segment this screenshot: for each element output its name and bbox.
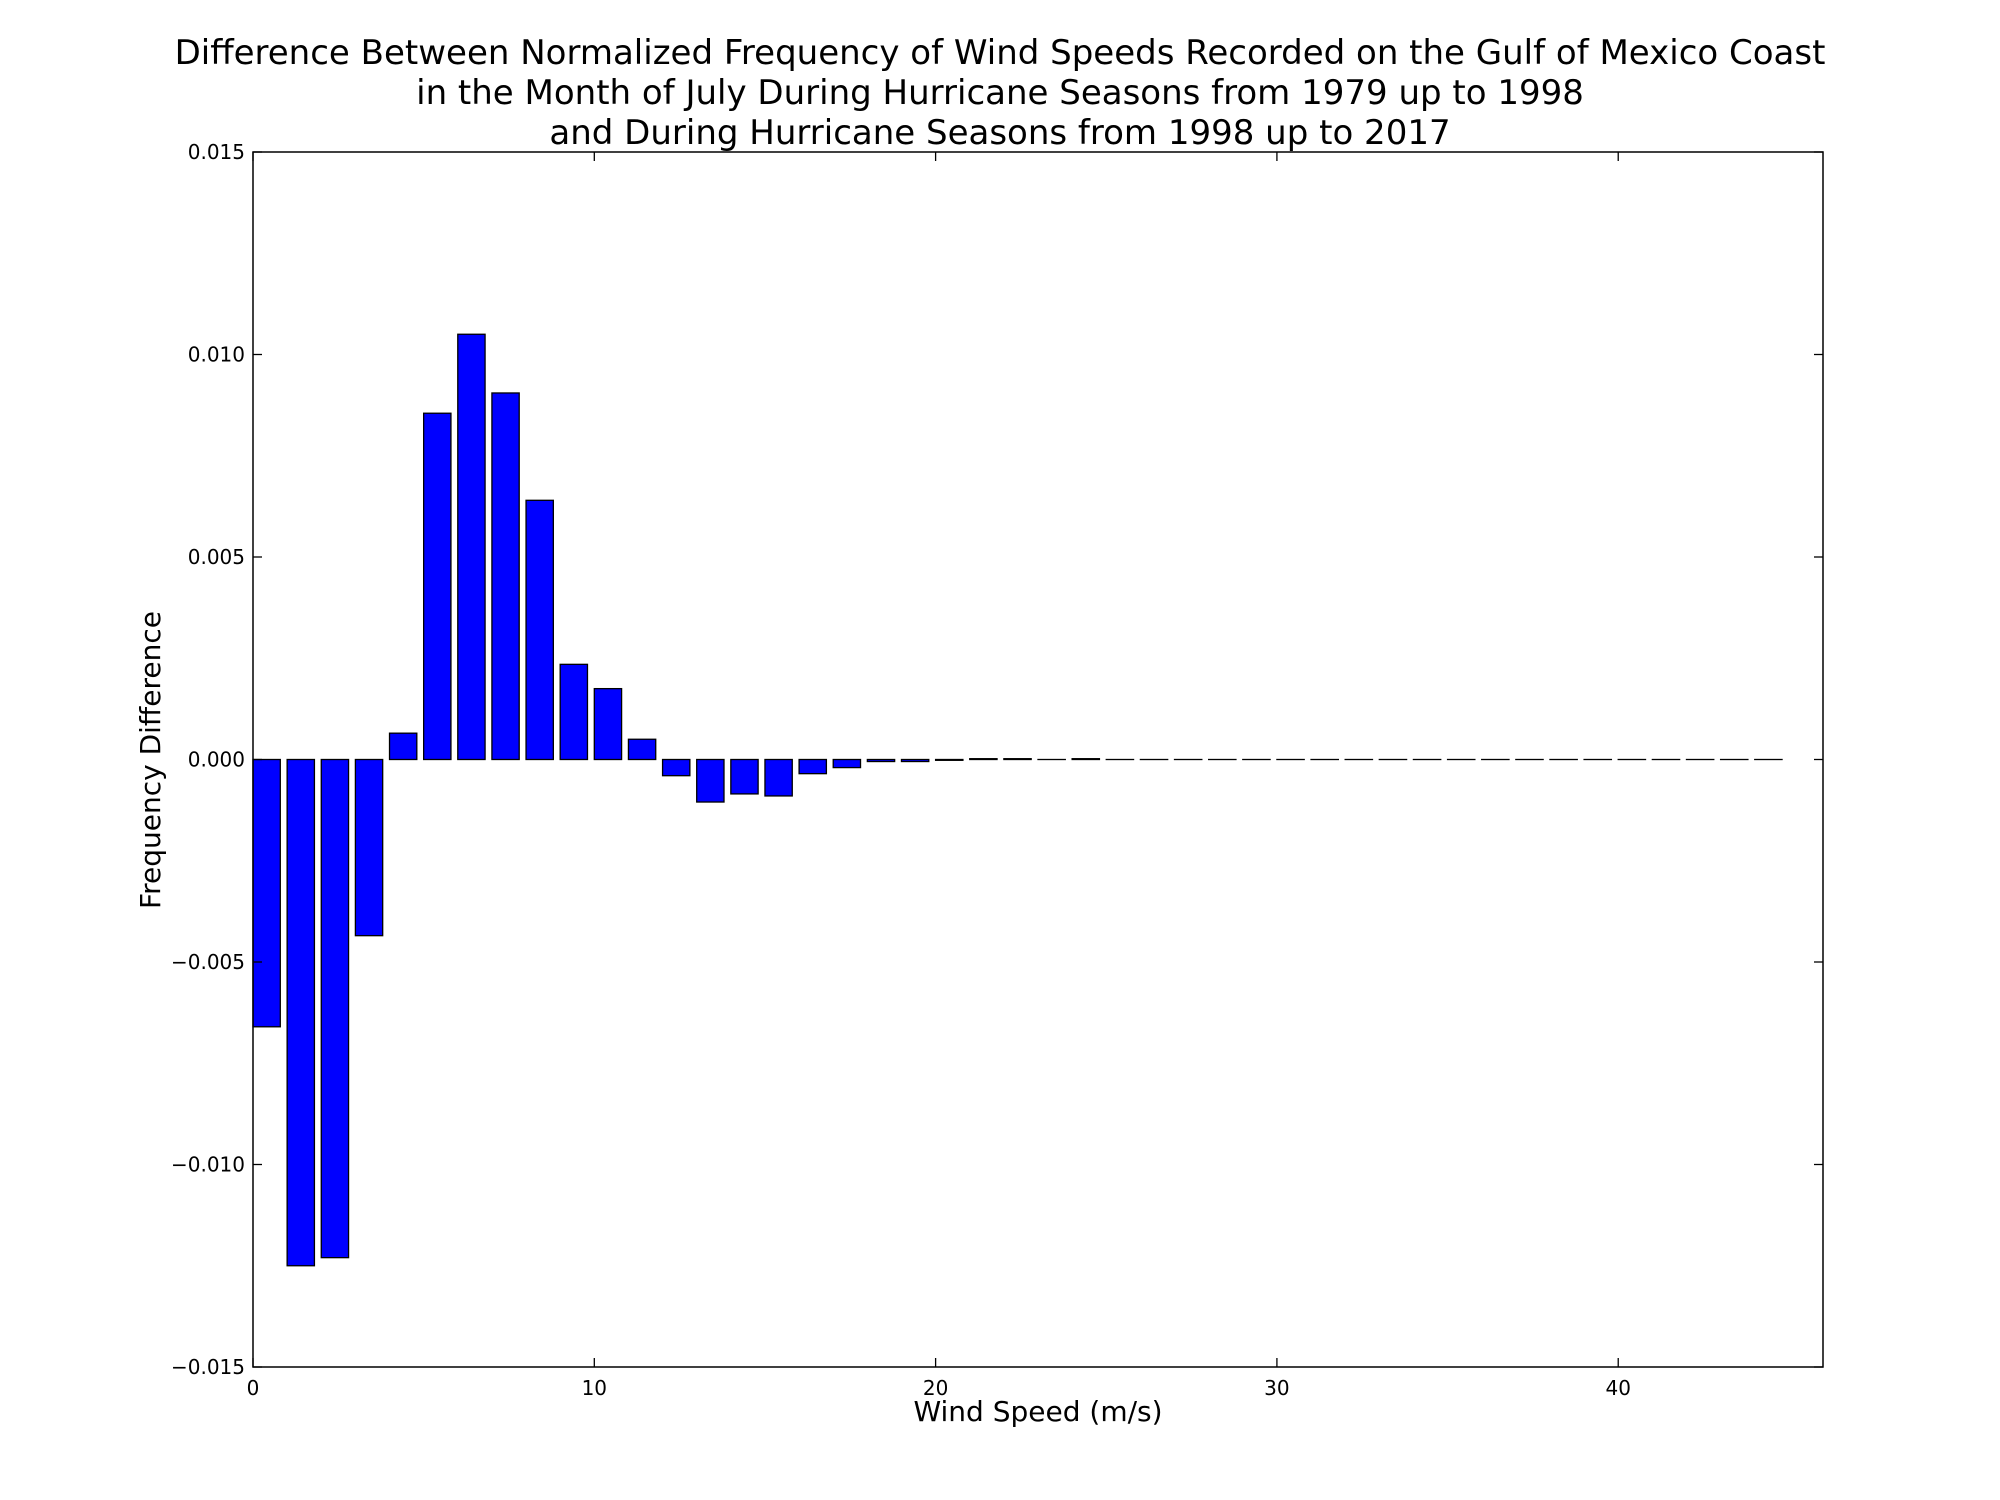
- bar-0: [252, 758, 281, 1028]
- bar-7: [491, 392, 520, 761]
- bar-14: [730, 758, 759, 795]
- bar-17: [832, 758, 862, 769]
- bar-6: [457, 333, 486, 761]
- y-tick-label: −0.005: [171, 950, 245, 974]
- x-axis-label: Wind Speed (m/s): [913, 1395, 1162, 1428]
- bar-12: [661, 758, 691, 777]
- chart-title: Difference Between Normalized Frequency …: [175, 33, 1826, 153]
- bar-24: [1071, 758, 1101, 761]
- y-tick-label: 0.015: [188, 140, 245, 164]
- chart-title-line-3: and During Hurricane Seasons from 1998 u…: [549, 113, 1450, 153]
- bar-19: [900, 758, 930, 763]
- chart-title-line-1: Difference Between Normalized Frequency …: [175, 33, 1826, 73]
- y-tick-label: 0.005: [188, 545, 245, 569]
- y-tick-label: −0.015: [171, 1355, 245, 1379]
- bar-13: [696, 758, 725, 803]
- bar-10: [593, 687, 623, 761]
- x-tick-label: 20: [923, 1376, 948, 1400]
- bar-16: [798, 758, 828, 775]
- bar-3: [354, 758, 384, 937]
- bar-15: [764, 758, 793, 797]
- bar-4: [388, 732, 418, 761]
- bar-21: [969, 758, 998, 761]
- x-tick-label: 30: [1264, 1376, 1289, 1400]
- bar-18: [866, 758, 896, 763]
- bar-22: [1003, 758, 1032, 761]
- bar-9: [559, 663, 589, 761]
- y-tick-label: 0.000: [188, 748, 245, 772]
- bar-11: [627, 738, 657, 761]
- x-tick-label: 10: [582, 1376, 607, 1400]
- axis-ticks: 0 10 20 30 40 0.015 0.010 0.005 0.000 −0.005 −0.01…: [171, 140, 1823, 1400]
- x-tick-label: 40: [1605, 1376, 1630, 1400]
- bar-5: [422, 412, 452, 761]
- bar-2: [320, 758, 350, 1259]
- chart-title-line-2: in the Month of July During Hurricane Se…: [416, 73, 1584, 113]
- y-tick-label: 0.010: [188, 343, 245, 367]
- bars: [252, 333, 1783, 1267]
- y-axis-label: Frequency Difference: [134, 611, 167, 909]
- bar-1: [286, 758, 316, 1267]
- bar-8: [525, 499, 554, 761]
- bar-20: [934, 758, 964, 761]
- y-tick-label: −0.010: [171, 1153, 245, 1177]
- x-tick-label: 0: [247, 1376, 260, 1400]
